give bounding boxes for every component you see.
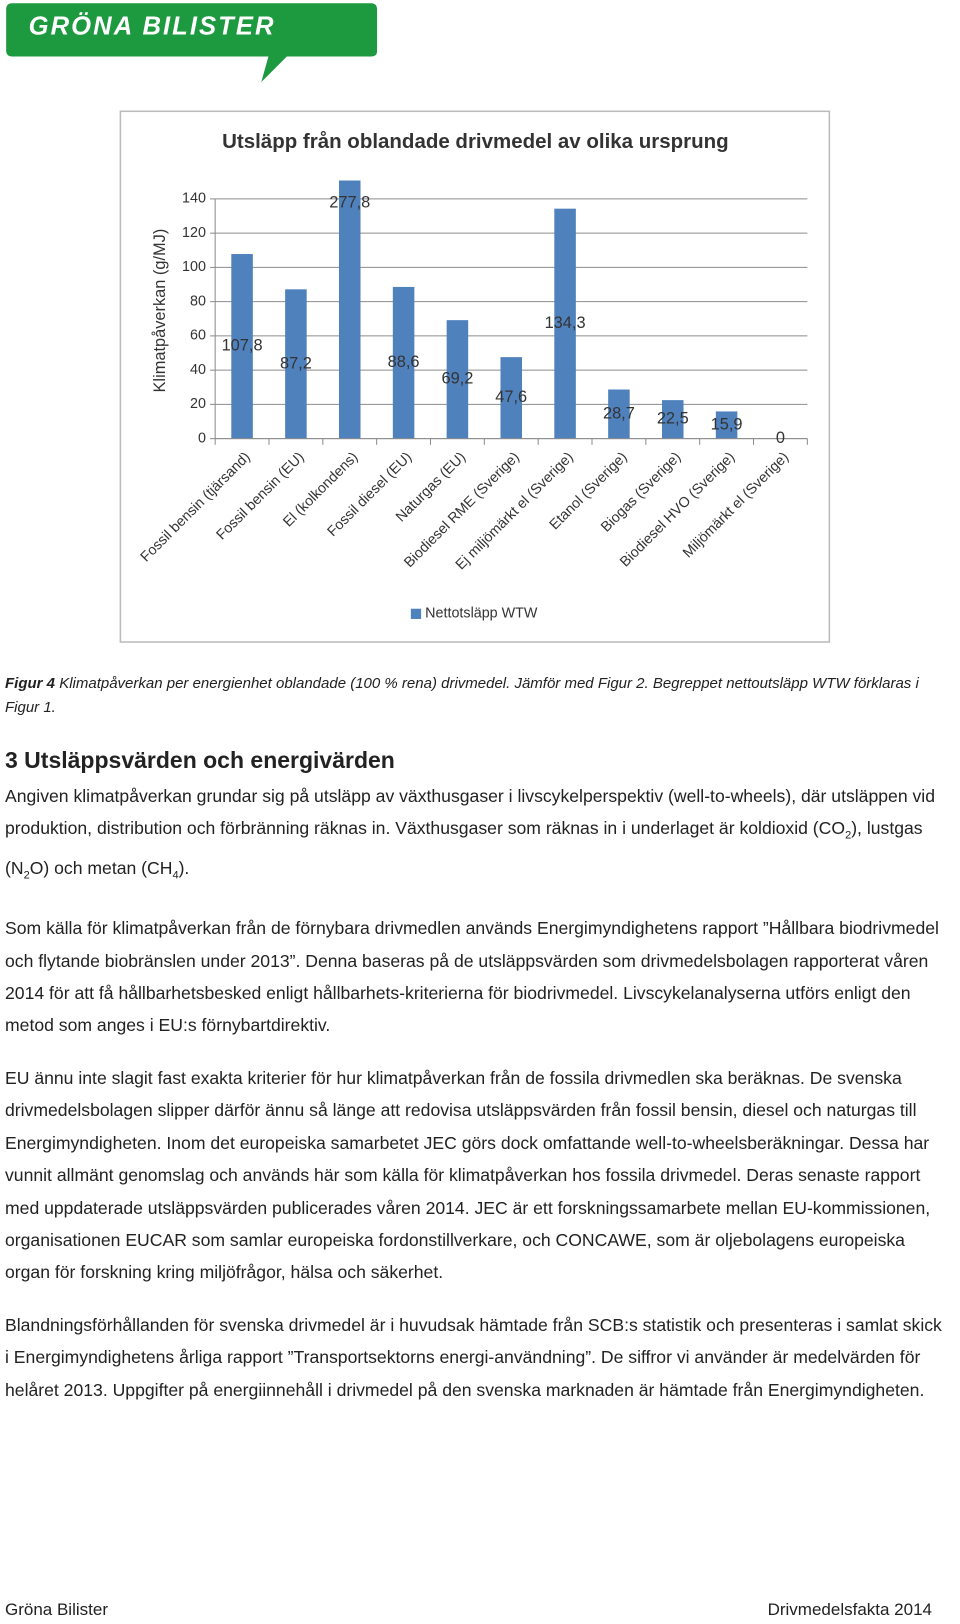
- value-label: 134,3: [545, 314, 586, 332]
- subscript: 4: [172, 869, 179, 882]
- bar: [715, 411, 738, 439]
- y-axis-label: Klimatpåverkan (g/MJ): [151, 229, 169, 393]
- bar: [285, 289, 307, 439]
- text-run: Angiven klimatpåverkan grundar sig på ut…: [5, 786, 935, 839]
- value-label: 0: [776, 429, 785, 447]
- paragraph: EU ännu inte slagit fast exakta kriterie…: [5, 1067, 931, 1283]
- bar: [661, 400, 684, 439]
- bar: [446, 320, 469, 439]
- figure-caption: Figur 4 Klimatpåverkan per energienhet o…: [5, 672, 950, 720]
- chart-title: Utsläpp från oblandade drivmedel av olik…: [222, 130, 729, 153]
- bar: [231, 254, 253, 439]
- y-tick-label: 20: [190, 396, 206, 412]
- y-tick-label: 80: [190, 293, 206, 309]
- paragraph: Blandningsförhållanden för svenska drivm…: [5, 1314, 942, 1400]
- bar: [338, 180, 361, 439]
- bars: [231, 180, 738, 439]
- value-label: 277,8: [329, 193, 370, 211]
- bar: [392, 286, 415, 439]
- value-label: 69,2: [441, 370, 473, 388]
- value-label: 87,2: [280, 354, 312, 372]
- bar: [500, 357, 523, 439]
- value-label: 47,6: [495, 388, 527, 406]
- logo-text: GRÖNA BILISTER: [29, 12, 276, 41]
- logo-shape: [6, 3, 378, 83]
- subscript: 2: [845, 829, 852, 842]
- bar: [554, 208, 576, 439]
- text-run: ), lustgas (N: [5, 818, 923, 879]
- section-heading: 3 Utsläppsvärden och energivärden: [5, 747, 395, 773]
- value-label: 15,9: [711, 415, 743, 433]
- y-tick-label: 140: [182, 191, 206, 207]
- legend-label: Nettotsläpp WTW: [425, 606, 538, 622]
- caption-label: Figur 4: [5, 675, 56, 692]
- subscript: 2: [23, 869, 30, 882]
- caption-text: Klimatpåverkan per energienhet oblandade…: [5, 675, 919, 716]
- y-tick-label: 120: [182, 225, 206, 241]
- text-run: O) och metan (CH: [29, 858, 173, 879]
- y-tick-label: 60: [190, 328, 206, 344]
- value-label: 28,7: [603, 404, 635, 422]
- text-body: Figur 4 Klimatpåverkan per energienhet o…: [5, 672, 950, 1426]
- paragraph: Angiven klimatpåverkan grundar sig på ut…: [5, 780, 950, 892]
- footer-right: Drivmedelsfakta 2014: [767, 1600, 932, 1619]
- logo: GRÖNA BILISTER: [6, 3, 378, 83]
- value-label: 22,5: [657, 410, 689, 428]
- footer-left: Gröna Bilister: [5, 1600, 108, 1619]
- chart-figure: GRÖNA BILISTER Utsläpp från oblandade dr…: [6, 3, 831, 643]
- y-tick-label: 0: [198, 430, 206, 446]
- bar: [608, 389, 630, 439]
- y-tick-label: 40: [190, 362, 206, 378]
- legend-swatch: [410, 608, 422, 619]
- value-label: 107,8: [222, 337, 263, 355]
- text-run: ).: [178, 858, 190, 879]
- y-tick-label: 100: [182, 259, 206, 275]
- paragraph: Som källa för klimatpåverkan från de för…: [5, 918, 939, 1036]
- value-label: 88,6: [388, 353, 420, 371]
